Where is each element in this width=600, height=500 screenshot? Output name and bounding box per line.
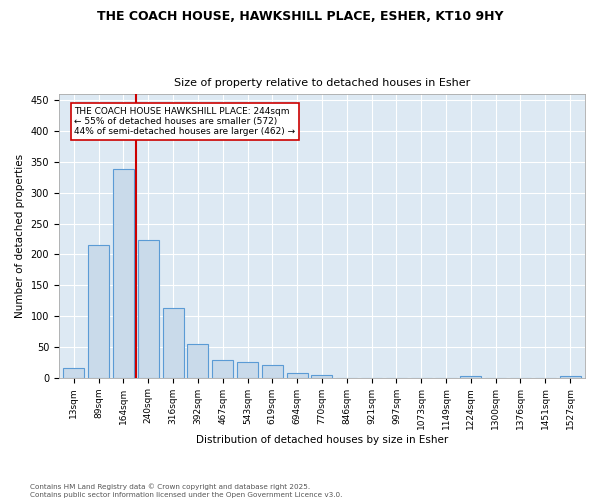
- Bar: [163, 308, 184, 378]
- Bar: [212, 360, 233, 378]
- Bar: [287, 374, 308, 378]
- Y-axis label: Number of detached properties: Number of detached properties: [15, 154, 25, 318]
- Text: THE COACH HOUSE HAWKSHILL PLACE: 244sqm
← 55% of detached houses are smaller (57: THE COACH HOUSE HAWKSHILL PLACE: 244sqm …: [74, 106, 295, 136]
- Title: Size of property relative to detached houses in Esher: Size of property relative to detached ho…: [174, 78, 470, 88]
- Text: Contains HM Land Registry data © Crown copyright and database right 2025.
Contai: Contains HM Land Registry data © Crown c…: [30, 484, 343, 498]
- Bar: [262, 366, 283, 378]
- Text: THE COACH HOUSE, HAWKSHILL PLACE, ESHER, KT10 9HY: THE COACH HOUSE, HAWKSHILL PLACE, ESHER,…: [97, 10, 503, 23]
- Bar: [137, 240, 159, 378]
- Bar: [63, 368, 85, 378]
- Bar: [88, 244, 109, 378]
- X-axis label: Distribution of detached houses by size in Esher: Distribution of detached houses by size …: [196, 435, 448, 445]
- Bar: [311, 374, 332, 378]
- Bar: [113, 170, 134, 378]
- Bar: [237, 362, 258, 378]
- Bar: [560, 376, 581, 378]
- Bar: [460, 376, 481, 378]
- Bar: [187, 344, 208, 378]
